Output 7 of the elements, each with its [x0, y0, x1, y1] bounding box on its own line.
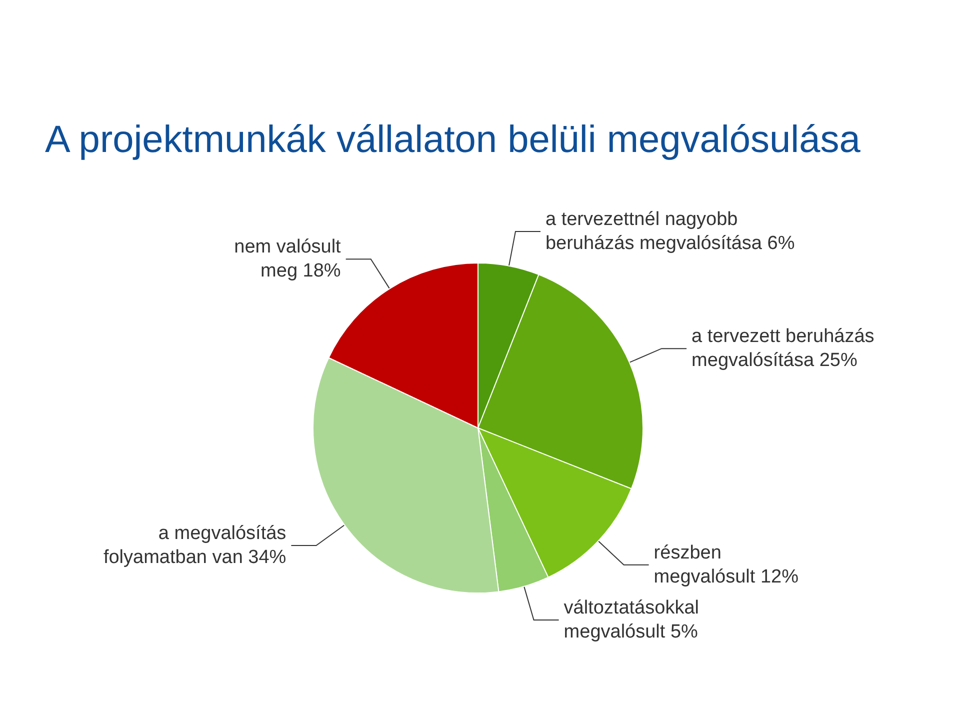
chart-title: A projektmunkák vállalaton belüli megvalósulása	[45, 119, 862, 161]
slice-label: részben megvalósult 12%	[654, 542, 799, 588]
slice-label: a megvalósítás folyamatban van 34%	[103, 523, 286, 568]
slice-label: a tervezett beruházás megvalósítása 25%	[692, 326, 874, 372]
slice-label: nem valósult meg 18%	[234, 236, 342, 282]
slice-label: változtatásokkal megvalósult 5%	[564, 598, 699, 643]
slice-label: a tervezettnél nagyobb beruházás megvalósítása 6%	[545, 209, 795, 254]
